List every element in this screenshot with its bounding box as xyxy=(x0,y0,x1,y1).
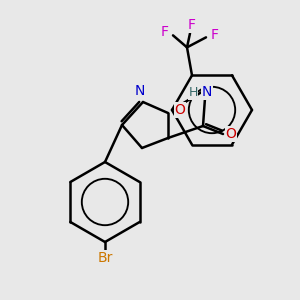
Text: O: O xyxy=(175,103,185,117)
Text: F: F xyxy=(188,18,196,32)
Text: N: N xyxy=(135,84,145,98)
Text: F: F xyxy=(211,28,219,42)
Text: Br: Br xyxy=(97,251,113,265)
Text: O: O xyxy=(226,127,236,141)
Text: H: H xyxy=(188,86,198,100)
Text: F: F xyxy=(161,26,169,39)
Text: N: N xyxy=(202,85,212,99)
